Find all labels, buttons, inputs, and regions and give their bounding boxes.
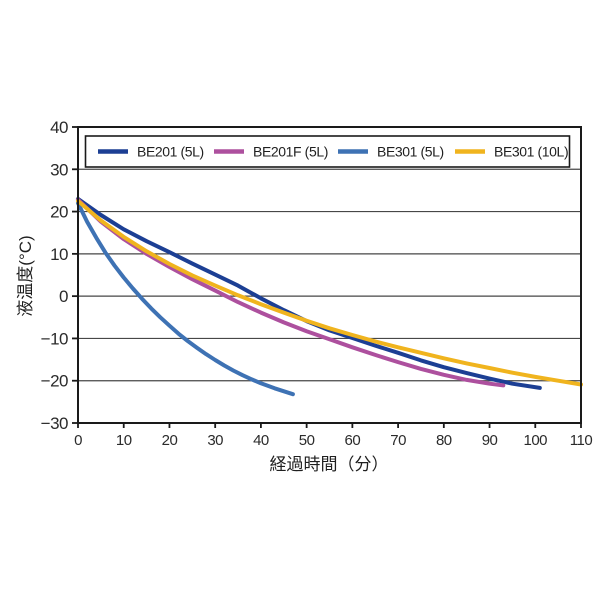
x-tick-label-50: 50 bbox=[299, 432, 315, 449]
y-tick-label--20: −20 bbox=[41, 372, 68, 391]
x-tick-label-10: 10 bbox=[116, 432, 132, 449]
y-tick-label-40: 40 bbox=[50, 118, 68, 137]
y-tick-label--30: −30 bbox=[41, 414, 68, 433]
legend-box bbox=[84, 135, 571, 168]
x-tick-label-90: 90 bbox=[482, 432, 498, 449]
legend-label-be201f-5l: BE201F (5L) bbox=[253, 144, 328, 160]
x-tick-label-80: 80 bbox=[436, 432, 452, 449]
y-tick-label-0: 0 bbox=[59, 287, 68, 306]
x-tick-label-100: 100 bbox=[524, 432, 548, 449]
legend-label-be301-5l: BE301 (5L) bbox=[377, 144, 444, 160]
plot-border bbox=[77, 126, 582, 424]
series-line-be201f-5l bbox=[76, 197, 506, 388]
series-line-be201-5l bbox=[76, 196, 542, 390]
y-tick-label-30: 30 bbox=[50, 160, 68, 179]
series-line-be301-10l bbox=[76, 199, 583, 387]
x-tick-label-110: 110 bbox=[570, 432, 593, 449]
series-line-be301-5l bbox=[76, 201, 295, 397]
legend-label-be301-10l: BE301 (10L) bbox=[494, 144, 568, 160]
x-tick-label-0: 0 bbox=[74, 432, 82, 449]
x-axis-title: 経過時間（分） bbox=[270, 455, 389, 474]
y-tick-label--10: −10 bbox=[41, 329, 68, 348]
y-tick-label-10: 10 bbox=[50, 245, 68, 264]
x-tick-label-70: 70 bbox=[390, 432, 406, 449]
x-tick-label-60: 60 bbox=[345, 432, 361, 449]
x-tick-label-40: 40 bbox=[253, 432, 269, 449]
legend-label-be201-5l: BE201 (5L) bbox=[137, 144, 204, 160]
x-tick-label-20: 20 bbox=[162, 432, 178, 449]
y-tick-label-20: 20 bbox=[50, 203, 68, 222]
y-axis-title: 液温度(°C) bbox=[16, 235, 35, 316]
x-tick-label-30: 30 bbox=[207, 432, 223, 449]
